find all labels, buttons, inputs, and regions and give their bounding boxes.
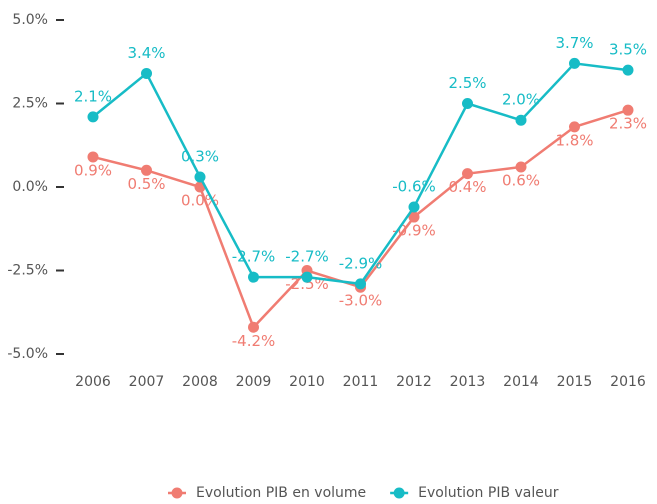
series-line bbox=[92, 62, 629, 286]
data-label: 0.5% bbox=[127, 175, 165, 193]
data-label: 0.3% bbox=[181, 147, 219, 165]
data-label: 0.4% bbox=[448, 178, 486, 196]
point bbox=[462, 98, 473, 109]
data-label: -4.2% bbox=[232, 332, 276, 350]
point bbox=[248, 321, 259, 333]
data-label: 0.9% bbox=[74, 161, 112, 179]
y-tick-label: 5.0% bbox=[12, 12, 48, 28]
x-tick-label: 2010 bbox=[289, 374, 325, 390]
point bbox=[194, 171, 206, 183]
legend-marker bbox=[393, 487, 405, 499]
x-tick-label: 2013 bbox=[450, 374, 486, 390]
data-label: 2.0% bbox=[502, 91, 540, 109]
x-tick-label: 2012 bbox=[396, 374, 432, 390]
point bbox=[355, 278, 366, 290]
point bbox=[622, 104, 634, 116]
point bbox=[622, 64, 634, 76]
data-label: -2.7% bbox=[232, 248, 276, 266]
x-tick-label: 2015 bbox=[557, 374, 593, 390]
y-tick-label: 0.0% bbox=[12, 179, 48, 195]
y-tick-label: -2.5% bbox=[7, 263, 48, 279]
point bbox=[569, 121, 580, 133]
point bbox=[141, 164, 152, 176]
point bbox=[515, 114, 527, 126]
legend-label: Evolution PIB valeur bbox=[418, 485, 559, 501]
point bbox=[569, 57, 580, 69]
point bbox=[515, 161, 527, 173]
x-tick-label: 2016 bbox=[610, 374, 646, 390]
x-tick-label: 2014 bbox=[503, 374, 539, 390]
data-label: 3.7% bbox=[555, 34, 593, 52]
legend-marker bbox=[171, 487, 183, 499]
point bbox=[248, 271, 259, 283]
x-tick-label: 2007 bbox=[129, 374, 165, 390]
data-label: 2.3% bbox=[609, 115, 647, 133]
data-label: 1.8% bbox=[555, 131, 593, 149]
point bbox=[301, 271, 313, 283]
data-label: 0.6% bbox=[502, 171, 540, 189]
x-tick-label: 2011 bbox=[343, 374, 379, 390]
point bbox=[408, 211, 420, 223]
y-tick-label: 2.5% bbox=[12, 96, 48, 112]
data-label: -2.7% bbox=[285, 248, 329, 266]
data-label: -2.9% bbox=[339, 254, 383, 272]
data-label: -3.0% bbox=[339, 292, 383, 310]
point bbox=[462, 168, 473, 180]
data-label: -0.9% bbox=[392, 222, 436, 240]
x-tick-label: 2006 bbox=[75, 374, 111, 390]
data-label: 2.5% bbox=[448, 74, 486, 92]
data-label: 3.5% bbox=[609, 41, 647, 59]
x-tick-label: 2009 bbox=[236, 374, 272, 390]
y-tick-label: -5.0% bbox=[7, 346, 48, 362]
point bbox=[408, 201, 420, 213]
data-label: 2.1% bbox=[74, 87, 112, 105]
point bbox=[87, 111, 99, 123]
data-label: 3.4% bbox=[127, 44, 165, 62]
point bbox=[141, 67, 152, 79]
data-label: -0.6% bbox=[392, 178, 436, 196]
x-tick-label: 2008 bbox=[182, 374, 218, 390]
legend-label: Evolution PIB en volume bbox=[196, 485, 366, 501]
point bbox=[87, 151, 99, 163]
